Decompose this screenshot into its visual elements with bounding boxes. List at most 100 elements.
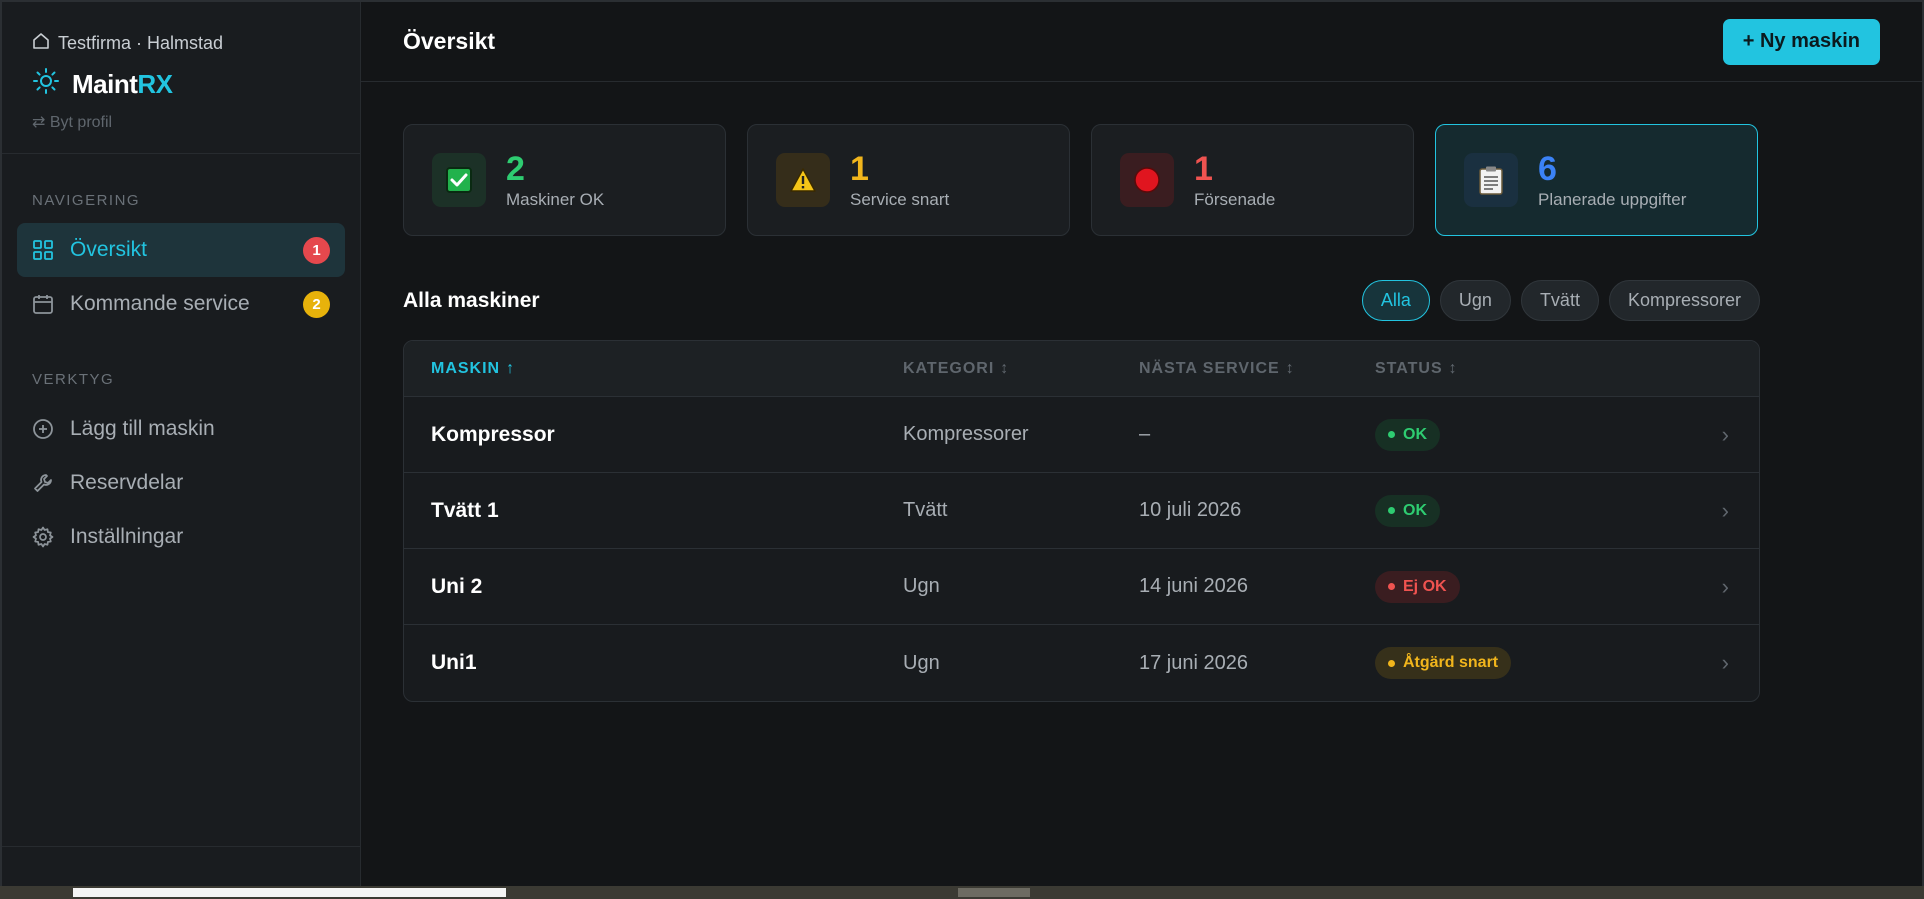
status-badge: Ej OK <box>1375 570 1460 603</box>
machine-category: Ugn <box>903 575 940 597</box>
filter-chip-kompressorer[interactable]: Kompressorer <box>1608 280 1760 321</box>
sidebar-footer <box>2 846 360 847</box>
brand-accent: RX <box>137 69 173 99</box>
gear-icon <box>32 526 54 548</box>
status-badge: OK <box>1375 494 1440 527</box>
topbar: Översikt + Ny maskin <box>361 2 1922 82</box>
sort-icon: ↕ <box>1000 359 1010 377</box>
status-text: OK <box>1403 425 1427 443</box>
scrollbar-thumb[interactable] <box>73 888 506 897</box>
next-service-date: 14 juni 2026 <box>1139 575 1248 597</box>
count-badge: 2 <box>303 290 330 318</box>
column-label: KATEGORI <box>903 359 995 377</box>
machine-table: MASKIN ↑ KATEGORI ↕ NÄSTA SERVICE ↕ STAT… <box>403 340 1760 702</box>
check-icon <box>432 153 486 207</box>
sort-icon: ↕ <box>1285 359 1295 377</box>
app-logo[interactable]: MaintRX <box>32 67 330 102</box>
filter-chip-alla[interactable]: Alla <box>1361 280 1430 321</box>
sidebar-item-kommande-service[interactable]: Kommande service 2 <box>17 277 345 331</box>
stat-value: 1 <box>850 150 869 188</box>
page-title: Översikt <box>403 28 496 54</box>
count-badge: 1 <box>303 236 330 264</box>
category-filters: Alla Ugn Tvätt Kompressorer <box>1361 280 1760 321</box>
machine-list-header: Alla maskiner Alla Ugn Tvätt Kompressore… <box>403 280 1760 321</box>
table-row[interactable]: Kompressor Kompressorer – OK › <box>404 397 1759 473</box>
sidebar-item-spare-parts[interactable]: Reservdelar <box>17 456 345 510</box>
status-text: Ej OK <box>1403 577 1447 595</box>
brand-block: Testfirma · Halmstad MaintRX <box>2 2 360 154</box>
home-icon <box>32 32 50 55</box>
nav-section-label: NAVIGERING <box>32 192 141 209</box>
stat-card-service-soon[interactable]: 1 Service snart <box>747 124 1070 236</box>
status-badge: OK <box>1375 418 1440 451</box>
warning-icon <box>776 153 830 207</box>
scrollbar-marker <box>958 888 1030 897</box>
table-row[interactable]: Tvätt 1 Tvätt 10 juli 2026 OK › <box>404 473 1759 549</box>
sort-asc-icon: ↑ <box>506 359 516 377</box>
column-header-kategori[interactable]: KATEGORI ↕ <box>903 360 1139 378</box>
machine-category: Ugn <box>903 651 940 674</box>
sidebar-item-add-machine[interactable]: Lägg till maskin <box>17 402 345 456</box>
stat-card-ok[interactable]: 2 Maskiner OK <box>403 124 726 236</box>
status-text: Åtgärd snart <box>1403 654 1499 671</box>
switch-profile-link[interactable]: ⇄ Byt profil <box>32 114 113 131</box>
machine-name: Kompressor <box>431 422 555 446</box>
tools-section: VERKTYG Lägg till maskin Reservdelar <box>2 371 360 564</box>
stat-label: Maskiner OK <box>506 190 605 209</box>
machine-name: Tvätt 1 <box>431 498 499 522</box>
sort-icon: ↕ <box>1448 359 1458 377</box>
column-label: MASKIN <box>431 359 501 377</box>
sidebar-item-oversikt[interactable]: Översikt 1 <box>17 223 345 277</box>
status-dot <box>1388 507 1395 514</box>
stat-value: 2 <box>506 150 525 188</box>
machine-category: Tvätt <box>903 499 948 521</box>
column-label: STATUS <box>1375 359 1443 377</box>
chevron-right-icon: › <box>1721 421 1729 447</box>
table-row[interactable]: Uni1 Ugn 17 juni 2026 Åtgärd snart › <box>404 625 1759 701</box>
next-service-date: 17 juni 2026 <box>1139 651 1248 674</box>
calendar-icon <box>32 293 54 315</box>
column-header-nasta-service[interactable]: NÄSTA SERVICE ↕ <box>1139 360 1375 378</box>
tools-section-label: VERKTYG <box>32 371 115 388</box>
table-row[interactable]: Uni 2 Ugn 14 juni 2026 Ej OK › <box>404 549 1759 625</box>
sidebar: Testfirma · Halmstad MaintRX <box>2 2 361 886</box>
column-header-status[interactable]: STATUS ↕ <box>1375 360 1759 378</box>
plus-circle-icon <box>32 418 54 440</box>
column-header-maskin[interactable]: MASKIN ↑ <box>431 360 903 378</box>
stat-card-planned-tasks[interactable]: 6 Planerade uppgifter <box>1435 124 1758 236</box>
overview-content: 2 Maskiner OK 1 Service snart <box>361 82 1922 702</box>
stat-label: Service snart <box>850 190 950 209</box>
sidebar-item-label: Översikt <box>70 238 148 261</box>
chevron-right-icon: › <box>1721 497 1729 523</box>
filter-chip-tvatt[interactable]: Tvätt <box>1520 280 1599 321</box>
stat-label: Planerade uppgifter <box>1538 190 1687 209</box>
stat-value: 6 <box>1538 150 1557 188</box>
status-text: OK <box>1403 501 1427 519</box>
company-line: Testfirma · Halmstad <box>32 32 330 55</box>
status-dot <box>1388 583 1395 590</box>
sidebar-item-label: Lägg till maskin <box>70 417 215 440</box>
new-machine-button[interactable]: + Ny maskin <box>1722 18 1880 65</box>
clipboard-icon <box>1464 153 1518 207</box>
sidebar-item-settings[interactable]: Inställningar <box>17 510 345 564</box>
column-label: NÄSTA SERVICE <box>1139 359 1280 377</box>
grid-icon <box>32 239 54 261</box>
machine-list-title: Alla maskiner <box>403 288 540 312</box>
status-dot <box>1388 431 1395 438</box>
company-name: Testfirma · Halmstad <box>58 33 224 53</box>
machine-name: Uni 2 <box>431 574 483 598</box>
sun-icon <box>32 67 60 102</box>
brand-name: Maint <box>72 69 138 99</box>
stat-card-delayed[interactable]: 1 Försenade <box>1091 124 1414 236</box>
stat-label: Försenade <box>1194 190 1276 209</box>
horizontal-scrollbar[interactable] <box>0 886 1924 899</box>
sidebar-item-label: Inställningar <box>70 525 184 548</box>
table-header: MASKIN ↑ KATEGORI ↕ NÄSTA SERVICE ↕ STAT… <box>404 341 1759 397</box>
status-badge: Åtgärd snart <box>1375 647 1512 679</box>
filter-chip-ugn[interactable]: Ugn <box>1439 280 1511 321</box>
chevron-right-icon: › <box>1721 650 1729 675</box>
red-circle-icon <box>1120 153 1174 207</box>
wrench-icon <box>32 472 54 494</box>
next-service-date: 10 juli 2026 <box>1139 499 1242 521</box>
